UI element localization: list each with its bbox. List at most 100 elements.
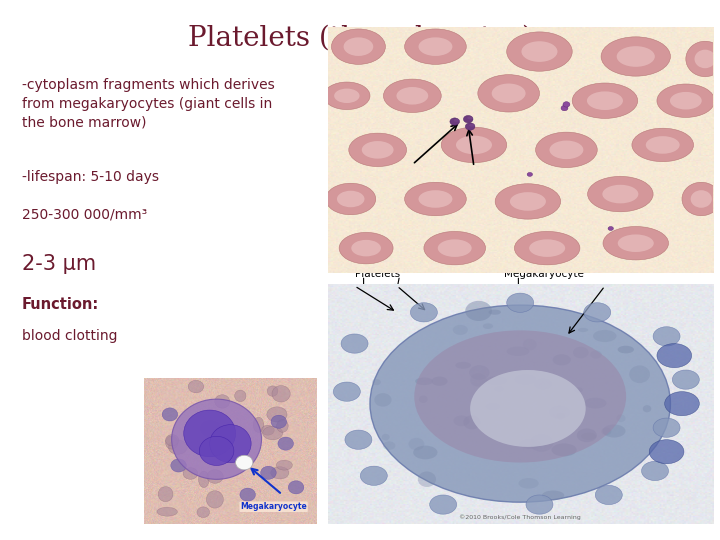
- Ellipse shape: [253, 417, 264, 433]
- Ellipse shape: [410, 303, 437, 322]
- Ellipse shape: [184, 410, 235, 457]
- Ellipse shape: [601, 428, 611, 435]
- Ellipse shape: [263, 426, 283, 440]
- Ellipse shape: [469, 124, 475, 127]
- Text: Platelets: Platelets: [356, 269, 400, 279]
- Ellipse shape: [441, 127, 507, 163]
- Ellipse shape: [653, 418, 680, 437]
- Ellipse shape: [492, 84, 526, 103]
- Ellipse shape: [552, 354, 571, 366]
- Ellipse shape: [618, 234, 654, 252]
- Ellipse shape: [207, 491, 223, 508]
- Ellipse shape: [171, 399, 261, 480]
- Ellipse shape: [584, 303, 611, 322]
- Ellipse shape: [183, 468, 198, 480]
- Ellipse shape: [267, 407, 287, 422]
- Text: Function:: Function:: [22, 297, 99, 312]
- Ellipse shape: [603, 424, 626, 437]
- Ellipse shape: [200, 421, 220, 436]
- Ellipse shape: [166, 435, 179, 446]
- Ellipse shape: [672, 370, 699, 389]
- Ellipse shape: [608, 226, 613, 231]
- Ellipse shape: [374, 393, 392, 407]
- Text: 2-3 μm: 2-3 μm: [22, 254, 96, 274]
- Ellipse shape: [454, 119, 459, 122]
- Ellipse shape: [348, 133, 407, 166]
- Ellipse shape: [276, 420, 288, 433]
- Ellipse shape: [507, 293, 534, 312]
- Ellipse shape: [686, 41, 720, 77]
- Ellipse shape: [453, 325, 468, 335]
- Ellipse shape: [470, 373, 487, 387]
- Ellipse shape: [577, 428, 597, 442]
- Ellipse shape: [405, 29, 467, 64]
- Ellipse shape: [470, 370, 585, 447]
- Ellipse shape: [507, 347, 529, 356]
- Ellipse shape: [573, 347, 589, 358]
- Ellipse shape: [341, 334, 368, 353]
- Ellipse shape: [383, 441, 395, 450]
- Ellipse shape: [575, 387, 582, 393]
- Ellipse shape: [438, 239, 472, 257]
- Ellipse shape: [168, 440, 187, 454]
- Ellipse shape: [351, 240, 381, 256]
- Ellipse shape: [199, 436, 234, 465]
- Ellipse shape: [629, 366, 650, 383]
- Ellipse shape: [162, 408, 178, 421]
- Ellipse shape: [521, 41, 557, 62]
- Ellipse shape: [616, 415, 626, 422]
- Ellipse shape: [649, 440, 684, 464]
- Ellipse shape: [278, 437, 294, 450]
- Ellipse shape: [408, 438, 424, 450]
- Ellipse shape: [646, 136, 680, 154]
- Ellipse shape: [618, 346, 634, 353]
- Ellipse shape: [360, 466, 387, 485]
- Ellipse shape: [507, 32, 572, 71]
- Ellipse shape: [653, 327, 680, 346]
- Ellipse shape: [581, 433, 596, 440]
- Ellipse shape: [334, 89, 359, 103]
- Ellipse shape: [593, 330, 616, 342]
- Ellipse shape: [464, 415, 480, 429]
- Ellipse shape: [603, 185, 639, 204]
- Ellipse shape: [267, 386, 278, 396]
- Ellipse shape: [514, 232, 580, 265]
- Ellipse shape: [197, 507, 210, 517]
- Ellipse shape: [632, 128, 693, 161]
- Ellipse shape: [657, 343, 692, 368]
- Ellipse shape: [384, 79, 441, 112]
- Ellipse shape: [418, 471, 436, 487]
- Ellipse shape: [527, 172, 533, 177]
- Ellipse shape: [415, 377, 433, 385]
- Ellipse shape: [578, 328, 588, 332]
- Ellipse shape: [210, 424, 251, 463]
- Ellipse shape: [397, 87, 428, 105]
- Ellipse shape: [271, 467, 289, 479]
- Ellipse shape: [372, 379, 381, 385]
- Text: 250-300 000/mm³: 250-300 000/mm³: [22, 208, 147, 222]
- Ellipse shape: [430, 495, 456, 514]
- Ellipse shape: [166, 436, 178, 449]
- Text: Platelets (thrombocytes): Platelets (thrombocytes): [188, 24, 532, 52]
- Ellipse shape: [157, 507, 177, 516]
- Ellipse shape: [530, 434, 553, 452]
- Ellipse shape: [405, 183, 467, 215]
- Ellipse shape: [325, 183, 376, 215]
- Ellipse shape: [485, 376, 507, 385]
- Ellipse shape: [418, 190, 452, 208]
- Ellipse shape: [536, 132, 598, 167]
- Ellipse shape: [515, 374, 536, 384]
- Ellipse shape: [523, 339, 536, 350]
- Ellipse shape: [526, 495, 553, 514]
- Ellipse shape: [339, 232, 393, 264]
- Ellipse shape: [158, 487, 173, 502]
- Ellipse shape: [563, 102, 570, 107]
- Ellipse shape: [495, 386, 504, 391]
- Ellipse shape: [510, 192, 546, 211]
- Ellipse shape: [456, 136, 492, 154]
- Text: ©2010 Brooks/Cole Thomson Learning: ©2010 Brooks/Cole Thomson Learning: [459, 514, 581, 519]
- Ellipse shape: [261, 425, 274, 435]
- Ellipse shape: [469, 365, 490, 380]
- Ellipse shape: [424, 232, 485, 265]
- Ellipse shape: [478, 75, 539, 112]
